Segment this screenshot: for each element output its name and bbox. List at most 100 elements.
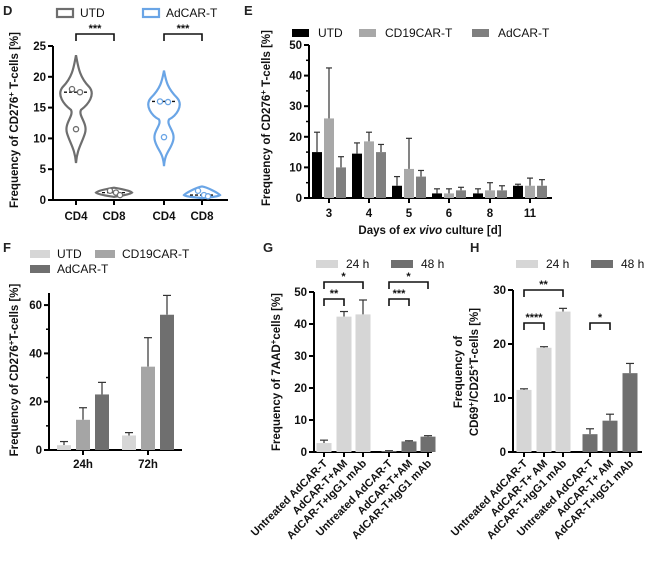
significance-bracket [523,322,545,330]
bar [432,193,442,198]
significance-label: * [406,271,411,283]
bar [336,316,352,452]
legend-label-24h: 24 h [346,257,369,271]
y-tick-label: 50 [294,287,307,299]
bar [122,435,136,450]
legend-label-48h: 48 h [421,257,444,271]
axis-label-part: Frequency of CD276 [9,97,21,208]
bar [355,314,371,452]
data-point [72,125,80,133]
y-tick-label: 0 [500,447,506,459]
legend-swatch-24h [516,260,538,268]
axis-label-part: T-cells [%] [9,32,21,92]
y-axis-label: Frequency of CD276+ T-cells [%] [259,30,274,206]
data-point [194,187,202,195]
significance-label: *** [89,23,103,35]
legend-swatch [95,250,115,258]
x-tick-label: 72h [138,459,158,471]
violin-shape [59,55,93,164]
y-tick-label: 15 [33,103,46,115]
y-tick-label: 0 [36,445,42,457]
bar [160,314,174,450]
legend-swatch [292,29,309,37]
legend-swatch [30,265,50,273]
bar [516,389,532,452]
bar [513,185,523,198]
x-tick-label: 8 [487,208,494,220]
y-tick-label: 50 [289,40,302,52]
bar [622,373,638,452]
y-tick-label: 40 [29,348,42,360]
axis-label-part: CD69 [469,407,481,436]
axis-label-part: /CD25 [469,369,481,402]
data-point [76,88,84,96]
legend-swatch [30,250,50,258]
y-tick-label: 40 [289,71,302,83]
axis-label-part: Frequency of [453,336,465,408]
axis-label-part: ex vivo [403,225,442,237]
y-tick-label: 20 [493,339,506,351]
panel-e: E UTD CD19CAR-T AdCAR-T 0 10 20 30 40 50 3 4 5 6 8 11 Fr… [244,3,552,237]
bar [602,420,618,452]
significance-label: **** [525,312,543,324]
significance-bracket [523,289,564,297]
axis-label-part: + [269,339,278,344]
x-tick-label: 5 [406,208,413,220]
bar [473,193,483,198]
bar [485,190,495,198]
legend-swatch-48h [591,260,613,268]
y-tick-label: 25 [33,41,46,53]
y-tick-label: 20 [33,72,46,84]
bar [57,445,71,450]
x-tick-label: CD4 [152,211,176,223]
legend-label-24h: 24 h [546,257,569,271]
bar [420,436,436,452]
axis-label-part: Days of [358,225,403,237]
y-tick-label: 30 [493,285,506,297]
legend-label: AdCAR-T [57,262,109,276]
significance-label: *** [177,23,191,35]
y-axis-label: Frequency of CD276+ T-cells [%] [7,32,22,208]
data-point [106,187,114,195]
y-axis-label-line2: CD69+/CD25+T-cells [%] [467,308,482,436]
legend-swatch-24h [316,260,338,268]
axis-label-part: T-cells [%] [9,283,21,340]
x-tick-label: 3 [326,208,332,220]
axis-label-part: Frequency of CD276 [9,345,21,456]
axis-label-part: cells [%] [271,293,283,340]
bar [352,153,362,198]
x-axis-label: Days of ex vivo culture [d] [358,225,501,237]
axis-label-part: + [7,340,16,345]
bar [525,185,535,198]
legend: UTD AdCAR-T [55,6,218,20]
bar [141,366,155,450]
x-tick-label: 6 [446,208,452,220]
bar [444,193,454,198]
bar [95,394,109,450]
y-tick-label: 20 [29,397,42,409]
legend-swatch-48h [391,260,413,268]
significance-bracket [75,33,115,41]
data-point [68,85,76,93]
x-tick-label: 11 [524,208,537,220]
y-tick-label: 10 [493,393,506,405]
y-tick-label: 10 [289,162,302,174]
y-tick-label: 40 [294,319,307,331]
legend-swatch-adcar [141,7,161,19]
bar [312,152,322,198]
panel-letter-d: D [3,3,12,18]
violin-shape [94,186,134,199]
bar [316,443,332,452]
axis-label-part: + [7,92,16,97]
x-tick-label: CD4 [64,211,88,223]
axis-label-part: + [467,364,476,369]
axis-label-part: T-cells [%] [469,308,481,365]
axis-label-part: T-cells [%] [261,30,273,90]
panel-d: D UTD AdCAR-T 0 5 10 15 20 25 CD4 CD8 CD4 CD8 Frequen… [3,3,228,223]
y-tick-label: 30 [289,101,302,113]
significance-bracket [323,298,345,306]
violin-shape [182,185,222,200]
legend-label-48h: 48 h [621,257,644,271]
significance-label: * [341,271,346,283]
